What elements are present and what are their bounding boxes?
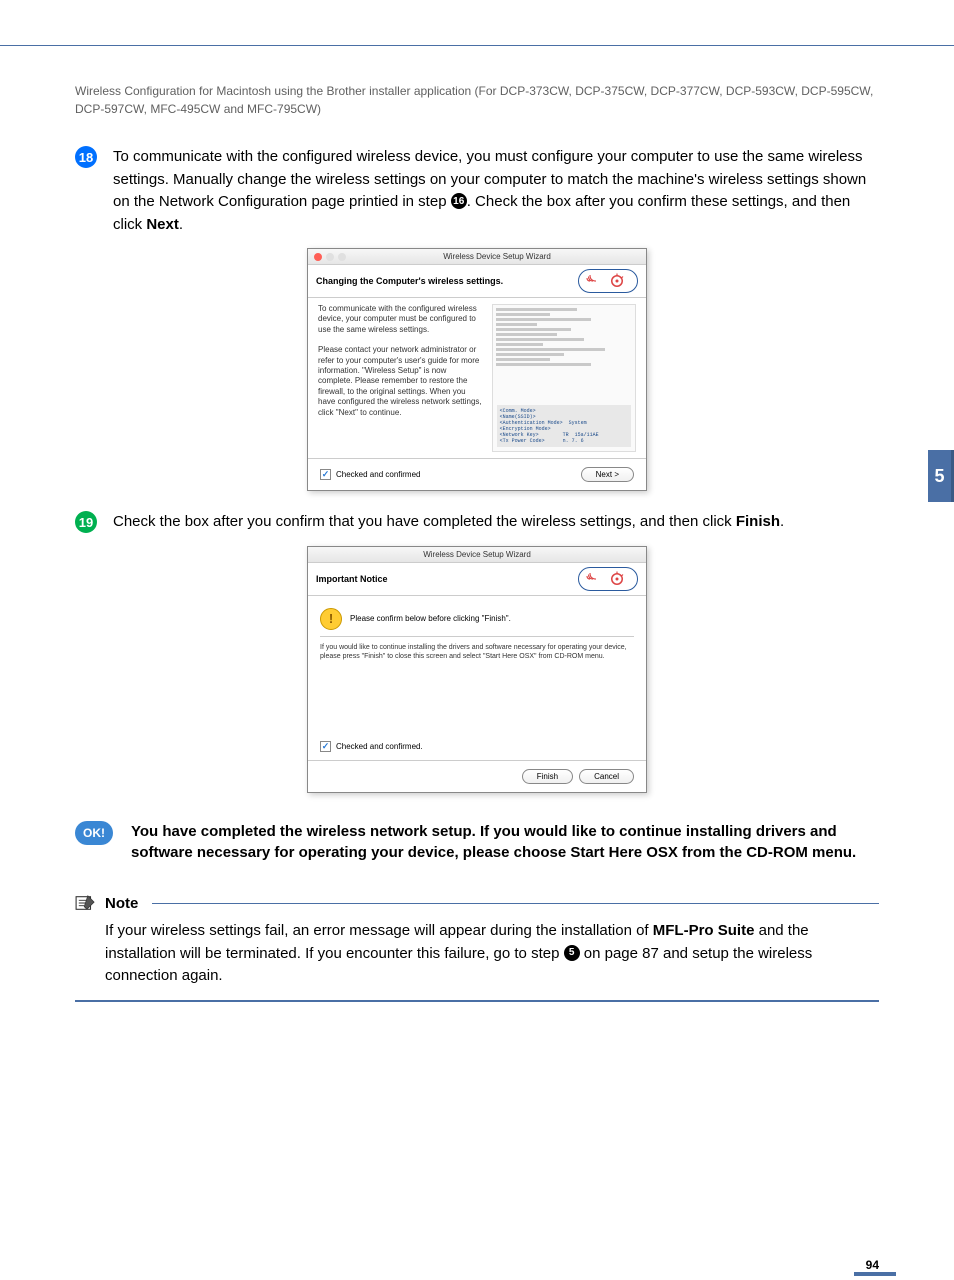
wizard-header: Important Notice <box>308 563 646 596</box>
step-18-text: To communicate with the configured wirel… <box>113 146 879 236</box>
wizard-body: To communicate with the configured wirel… <box>308 298 646 458</box>
page-number: 94 <box>866 1258 879 1272</box>
checkbox-icon: ✓ <box>320 469 331 480</box>
finish-button: Finish <box>522 769 573 784</box>
bold-finish: Finish <box>736 513 780 530</box>
bold-mflpro: MFL-Pro Suite <box>653 922 755 939</box>
wizard-titlebar: Wireless Device Setup Wizard <box>308 249 646 265</box>
wizard-body: ! Please confirm below before clicking "… <box>308 596 646 760</box>
network-config-readout: <Comm. Mode> <Name(SSID)> <Authenticatio… <box>497 405 631 447</box>
wizard-titlebar: Wireless Device Setup Wizard <box>308 547 646 563</box>
next-button: Next > <box>581 467 634 482</box>
wizard-screenshot-1: Wireless Device Setup Wizard Changing th… <box>307 248 647 491</box>
wizard-p2: Please contact your network administrato… <box>318 345 482 418</box>
wizard2-body: If you would like to continue installing… <box>320 643 634 733</box>
page-header: Wireless Configuration for Macintosh usi… <box>75 82 879 118</box>
mock-document-lines <box>496 308 632 366</box>
bold-next: Next <box>146 216 179 233</box>
checkbox-icon: ✓ <box>320 741 331 752</box>
wizard-heading: Changing the Computer's wireless setting… <box>316 276 578 286</box>
text-fragment: Check the box after you confirm that you… <box>113 513 736 530</box>
wifi-logo-icon <box>578 269 638 293</box>
note-header: Note <box>75 894 879 912</box>
wizard-header: Changing the Computer's wireless setting… <box>308 265 646 298</box>
inline-step-ref-5: 5 <box>564 945 580 961</box>
step-19-text: Check the box after you confirm that you… <box>113 511 784 534</box>
checkbox-label: Checked and confirmed <box>336 470 421 479</box>
chapter-tab: 5 <box>928 450 954 502</box>
checked-confirmed-row: ✓ Checked and confirmed <box>320 469 421 480</box>
step-number-badge: 18 <box>75 146 97 168</box>
step-18: 18 To communicate with the configured wi… <box>75 146 879 236</box>
wizard-footer: ✓ Checked and confirmed Next > <box>308 458 646 490</box>
mac-window-dots <box>314 253 346 261</box>
step-19: 19 Check the box after you confirm that … <box>75 511 879 534</box>
close-dot-icon <box>314 253 322 261</box>
page-number-rule <box>854 1272 896 1276</box>
ok-badge-icon: OK! <box>75 821 113 845</box>
wizard-title: Wireless Device Setup Wizard <box>354 252 640 261</box>
note-pencil-icon <box>75 894 97 912</box>
note-title: Note <box>105 895 138 912</box>
warning-row: ! Please confirm below before clicking "… <box>320 604 634 637</box>
wizard-footer: Finish Cancel <box>308 760 646 792</box>
note-callout: Note If your wireless settings fail, an … <box>75 894 879 1002</box>
warning-icon: ! <box>320 608 342 630</box>
zoom-dot-icon <box>338 253 346 261</box>
text-fragment: . <box>179 216 183 233</box>
wifi-logo-icon <box>578 567 638 591</box>
wizard-title: Wireless Device Setup Wizard <box>314 550 640 559</box>
wizard-right-panel: <Comm. Mode> <Name(SSID)> <Authenticatio… <box>492 304 636 452</box>
ok-text: You have completed the wireless network … <box>131 821 879 865</box>
text-fragment: If your wireless settings fail, an error… <box>105 922 653 939</box>
note-rule <box>152 903 879 904</box>
text-fragment: . <box>780 513 784 530</box>
step-number-badge: 19 <box>75 511 97 533</box>
inline-step-ref-16: 16 <box>451 193 467 209</box>
warning-text: Please confirm below before clicking "Fi… <box>350 614 511 623</box>
wizard-left-text: To communicate with the configured wirel… <box>318 304 482 452</box>
cancel-button: Cancel <box>579 769 634 784</box>
wizard-screenshot-2: Wireless Device Setup Wizard Important N… <box>307 546 647 793</box>
checked-confirmed-row: ✓ Checked and confirmed. <box>320 741 634 752</box>
minimize-dot-icon <box>326 253 334 261</box>
wizard-p1: To communicate with the configured wirel… <box>318 304 482 335</box>
wizard-heading: Important Notice <box>316 574 578 584</box>
checkbox-label: Checked and confirmed. <box>336 742 423 751</box>
ok-callout: OK! You have completed the wireless netw… <box>75 821 879 865</box>
note-body: If your wireless settings fail, an error… <box>75 920 879 988</box>
